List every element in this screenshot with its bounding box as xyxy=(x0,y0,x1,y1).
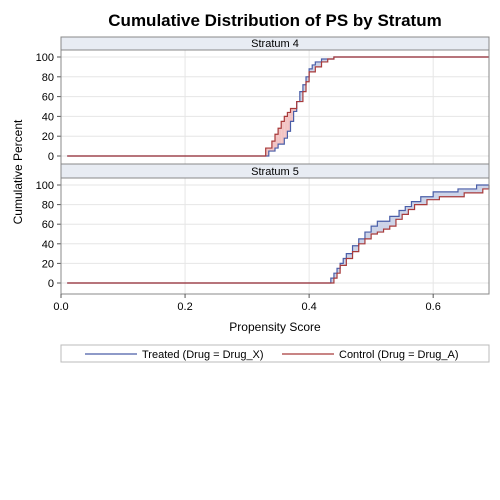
y-tick-label: 100 xyxy=(36,52,54,64)
difference-fill xyxy=(330,278,334,283)
difference-fill xyxy=(426,196,434,200)
difference-fill xyxy=(352,245,359,252)
difference-fill xyxy=(405,206,409,215)
difference-fill xyxy=(290,108,294,122)
difference-fill xyxy=(343,258,347,266)
difference-fill xyxy=(265,148,269,156)
difference-fill xyxy=(408,206,412,210)
difference-fill xyxy=(358,238,365,244)
difference-fill xyxy=(346,253,353,259)
difference-fill xyxy=(278,128,282,145)
strip-label-stratum-4: Stratum 4 xyxy=(251,38,299,50)
x-axis-label: Propensity Score xyxy=(229,320,321,334)
difference-fill xyxy=(271,141,275,152)
y-tick-label: 80 xyxy=(42,200,54,212)
series-line-control xyxy=(67,56,489,157)
difference-fill xyxy=(457,188,465,197)
difference-fill xyxy=(299,91,303,102)
difference-fill xyxy=(414,201,421,205)
difference-fill xyxy=(371,226,378,234)
difference-fill xyxy=(340,263,344,266)
y-tick-label: 80 xyxy=(42,72,54,84)
difference-fill xyxy=(395,216,400,220)
difference-fill xyxy=(482,185,489,189)
difference-fill xyxy=(399,210,403,220)
difference-fill xyxy=(268,148,272,152)
difference-fill xyxy=(402,210,406,215)
difference-fill xyxy=(439,191,458,197)
series-line-control xyxy=(67,185,490,284)
series-line-treated xyxy=(67,184,489,284)
difference-fill xyxy=(377,221,384,233)
difference-fill xyxy=(364,232,372,239)
y-tick-label: 20 xyxy=(42,258,54,270)
difference-fill xyxy=(383,221,390,230)
y-tick-label: 20 xyxy=(42,131,54,143)
y-tick-label: 60 xyxy=(42,92,54,104)
y-tick-label: 40 xyxy=(42,111,54,123)
y-tick-label: 100 xyxy=(36,180,54,192)
difference-fill xyxy=(275,134,279,149)
chart-title: Cumulative Distribution of PS by Stratum xyxy=(108,11,441,30)
panel-stratum-5: 0 20 40 60 80 100 xyxy=(36,178,490,294)
difference-fill xyxy=(281,121,285,145)
difference-fill xyxy=(433,191,440,200)
difference-fill xyxy=(302,84,307,92)
difference-fill xyxy=(333,273,338,279)
y-tick-label: 40 xyxy=(42,239,54,251)
panel-frame-2 xyxy=(60,177,490,295)
difference-fill xyxy=(476,185,483,193)
difference-fill xyxy=(420,196,427,205)
difference-fill xyxy=(411,201,415,210)
y-tick-label: 60 xyxy=(42,219,54,231)
x-tick-label: 0.2 xyxy=(177,301,192,313)
x-tick-label: 0.6 xyxy=(426,301,441,313)
legend-label-control: Control (Drug = Drug_A) xyxy=(339,349,459,361)
x-axis: 0.0 0.2 0.4 0.6 xyxy=(53,294,441,313)
difference-fill xyxy=(464,188,477,193)
y-tick-label: 0 xyxy=(48,278,54,290)
legend-label-treated: Treated (Drug = Drug_X) xyxy=(142,349,264,361)
panel-stratum-4: 0 20 40 60 80 100 xyxy=(36,50,489,167)
difference-fill xyxy=(293,108,297,112)
difference-fill xyxy=(306,76,310,82)
difference-fill xyxy=(321,58,328,62)
y-tick-label: 0 xyxy=(48,151,54,163)
difference-fill xyxy=(312,64,316,72)
strip-label-stratum-5: Stratum 5 xyxy=(251,166,299,178)
difference-fill xyxy=(315,61,322,67)
legend-box xyxy=(60,344,490,363)
difference-fill xyxy=(284,116,288,139)
difference-fill xyxy=(337,268,341,274)
difference-fill xyxy=(389,216,396,227)
difference-fill xyxy=(287,112,291,132)
x-tick-label: 0.0 xyxy=(53,301,68,313)
x-tick-label: 0.4 xyxy=(301,301,316,313)
difference-fill xyxy=(309,68,313,72)
y-axis-label: Cumulative Percent xyxy=(11,119,25,224)
